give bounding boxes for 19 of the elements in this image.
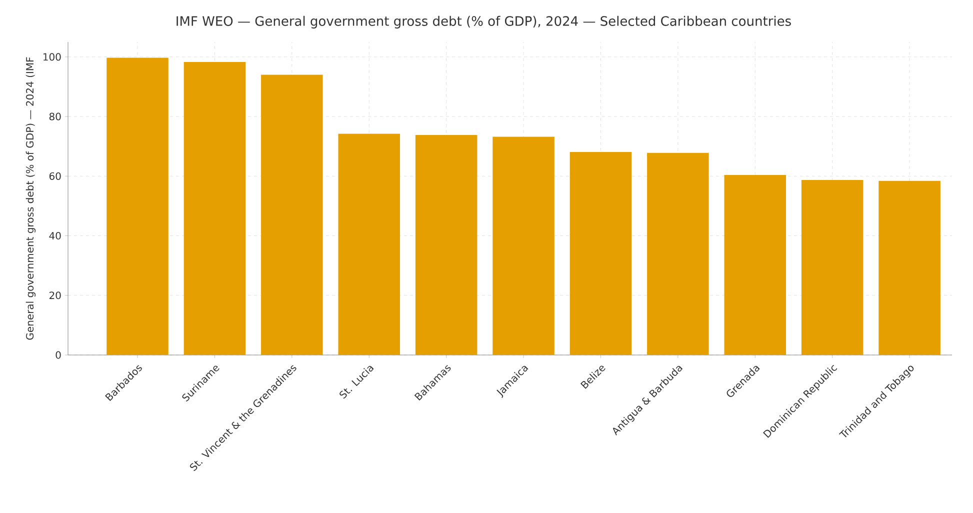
y-tick-label: 0 <box>56 351 61 359</box>
y-tick-label: 80 <box>49 112 61 120</box>
bar <box>724 174 786 355</box>
y-axis-title: General government gross debt (% of GDP) — 2024 (IMF <box>26 57 36 340</box>
bar <box>261 74 323 355</box>
bar <box>570 152 632 355</box>
bar <box>647 152 709 355</box>
y-tick-label: 40 <box>49 232 61 240</box>
bar <box>184 62 246 355</box>
bar <box>415 134 478 355</box>
bar <box>801 180 864 355</box>
y-tick-label: 60 <box>49 172 61 180</box>
y-tick-label: 20 <box>49 292 61 300</box>
y-tick-label: 100 <box>43 53 61 61</box>
chart-title: IMF WEO — General government gross debt (% of GDP), 2024 — Selected Caribbean countries <box>176 16 791 28</box>
bar <box>106 58 168 355</box>
bar <box>878 180 940 355</box>
bar <box>338 134 400 355</box>
bar <box>492 136 554 355</box>
